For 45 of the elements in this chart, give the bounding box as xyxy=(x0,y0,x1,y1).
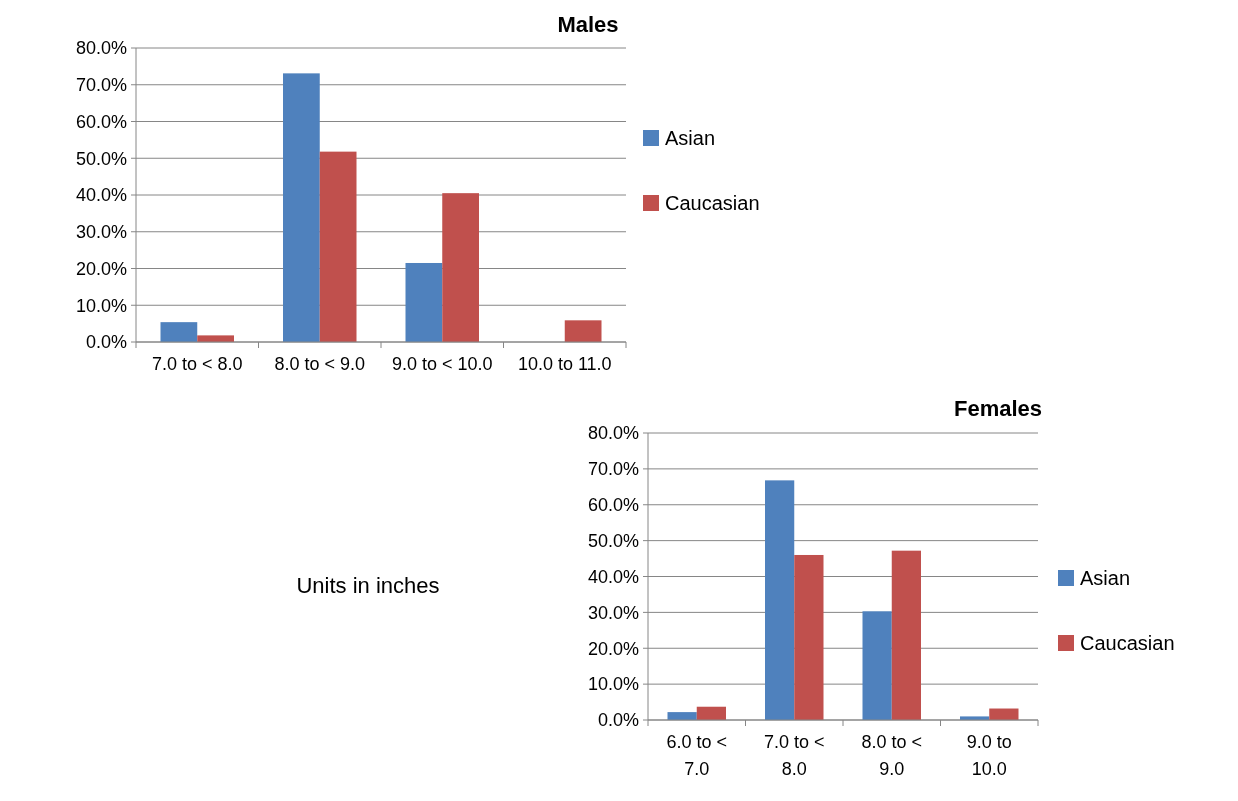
x-tick-label: 7.0 to < 8.0 xyxy=(763,732,825,779)
y-tick-label: 60.0% xyxy=(75,111,127,132)
y-tick-label: 10.0% xyxy=(75,295,127,316)
text: Units in inches xyxy=(296,573,440,598)
bar xyxy=(405,262,443,342)
y-tick-label: 0.0% xyxy=(597,710,639,731)
legend-label: Asian xyxy=(1080,567,1131,589)
chart-title: Females xyxy=(953,396,1043,421)
y-tick-label: 40.0% xyxy=(587,566,639,587)
x-tick-label: 9.0 to 10.0 xyxy=(966,732,1012,779)
legend-label: Caucasian xyxy=(1080,632,1175,654)
y-tick-label: 70.0% xyxy=(75,75,127,96)
x-tick-label: 9.0 to < 10.0 xyxy=(391,354,493,374)
bar xyxy=(794,554,824,720)
y-tick-label: 30.0% xyxy=(75,222,127,243)
bar xyxy=(564,320,602,342)
y-tick-label: 50.0% xyxy=(587,530,639,551)
y-tick-label: 80.0% xyxy=(75,38,127,59)
y-tick-label: 60.0% xyxy=(587,495,639,516)
y-tick-label: 10.0% xyxy=(587,674,639,695)
x-tick-label: 8.0 to < 9.0 xyxy=(861,732,923,779)
legend-label: Caucasian xyxy=(665,192,760,214)
y-tick-label: 30.0% xyxy=(587,602,639,623)
bar xyxy=(283,73,320,342)
bar xyxy=(442,193,479,342)
y-tick-label: 80.0% xyxy=(587,423,639,444)
bar xyxy=(160,322,198,342)
y-tick-label: 0.0% xyxy=(85,332,127,353)
x-tick-label: 8.0 to < 9.0 xyxy=(274,354,366,374)
bar xyxy=(765,480,795,720)
legend-label: Asian xyxy=(665,127,716,149)
x-tick-label: 6.0 to < 7.0 xyxy=(666,732,728,779)
bar xyxy=(319,151,357,342)
x-tick-label: 10.0 to 11.0 xyxy=(517,354,612,374)
bar xyxy=(862,611,892,720)
y-tick-label: 40.0% xyxy=(75,185,127,206)
bar xyxy=(197,335,234,342)
bar xyxy=(891,550,921,720)
y-tick-label: 70.0% xyxy=(587,459,639,480)
y-tick-label: 20.0% xyxy=(75,258,127,279)
y-tick-label: 50.0% xyxy=(75,148,127,169)
y-tick-label: 20.0% xyxy=(587,638,639,659)
bar xyxy=(696,706,726,720)
chart-title: Males xyxy=(557,12,619,37)
x-tick-label: 7.0 to < 8.0 xyxy=(151,354,243,374)
